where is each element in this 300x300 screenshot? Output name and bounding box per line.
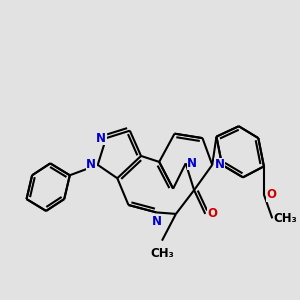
Text: CH₃: CH₃ (150, 247, 174, 260)
Text: N: N (214, 158, 224, 171)
Text: N: N (86, 158, 96, 171)
Text: O: O (208, 207, 218, 220)
Text: N: N (187, 157, 197, 170)
Text: CH₃: CH₃ (274, 212, 297, 225)
Text: N: N (96, 132, 106, 145)
Text: N: N (152, 215, 161, 228)
Text: O: O (266, 188, 276, 201)
